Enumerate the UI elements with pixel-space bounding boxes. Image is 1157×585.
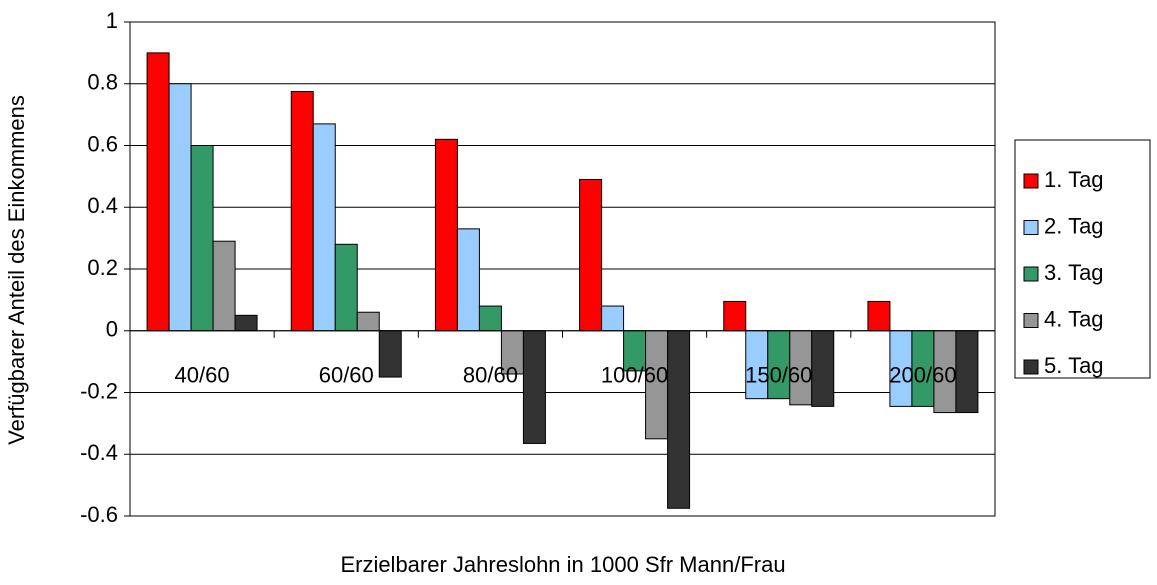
- x-tick-label: 80/60: [463, 363, 518, 388]
- legend-label: 5. Tag: [1044, 353, 1104, 378]
- y-tick-label: 0: [106, 317, 118, 342]
- bar: [312, 123, 336, 332]
- bar: [478, 305, 502, 332]
- legend-swatch: [1023, 313, 1039, 328]
- bar: [522, 330, 546, 444]
- bar: [168, 83, 192, 332]
- y-tick-label: -0.4: [80, 440, 118, 465]
- bar: [146, 52, 170, 332]
- x-tick-label: 40/60: [175, 363, 230, 388]
- bar: [434, 138, 458, 332]
- bar: [190, 145, 214, 332]
- legend-label: 4. Tag: [1044, 306, 1104, 331]
- x-tick-label: 150/60: [745, 363, 812, 388]
- bar: [955, 330, 979, 414]
- bar: [356, 311, 380, 332]
- legend-swatch: [1023, 173, 1039, 189]
- bar: [579, 178, 603, 332]
- bar: [378, 330, 402, 378]
- x-tick-label: 200/60: [889, 363, 956, 388]
- bar: [601, 305, 625, 332]
- legend-label: 1. Tag: [1044, 167, 1104, 192]
- plot-frame: [129, 21, 996, 517]
- bar: [811, 330, 835, 407]
- bar: [667, 330, 691, 509]
- y-tick-label: 0.8: [87, 70, 118, 95]
- y-tick-label: -0.2: [80, 378, 118, 403]
- y-tick-label: -0.6: [80, 502, 118, 527]
- legend-label: 3. Tag: [1044, 260, 1104, 285]
- y-axis-label: Verfügbarer Anteil des Einkommens: [4, 95, 29, 445]
- bar: [334, 243, 358, 332]
- x-tick-label: 60/60: [319, 363, 374, 388]
- y-tick-label: 0.2: [87, 255, 118, 280]
- bar: [234, 314, 258, 332]
- legend-swatch: [1023, 266, 1039, 282]
- legend-swatch: [1023, 359, 1039, 375]
- x-tick-label: 100/60: [601, 363, 668, 388]
- x-axis-label: Erzielbarer Jahreslohn in 1000 Sfr Mann/…: [340, 552, 785, 577]
- bar: [723, 300, 747, 332]
- y-tick-label: 0.6: [87, 131, 118, 156]
- legend-swatch: [1023, 220, 1039, 235]
- bar: [456, 228, 480, 332]
- legend-label: 2. Tag: [1044, 213, 1104, 238]
- y-tick-label: 0.4: [87, 193, 118, 218]
- y-tick-label: 1: [106, 8, 118, 33]
- bar: [290, 90, 314, 332]
- bar: [212, 240, 236, 332]
- bar: [867, 300, 891, 332]
